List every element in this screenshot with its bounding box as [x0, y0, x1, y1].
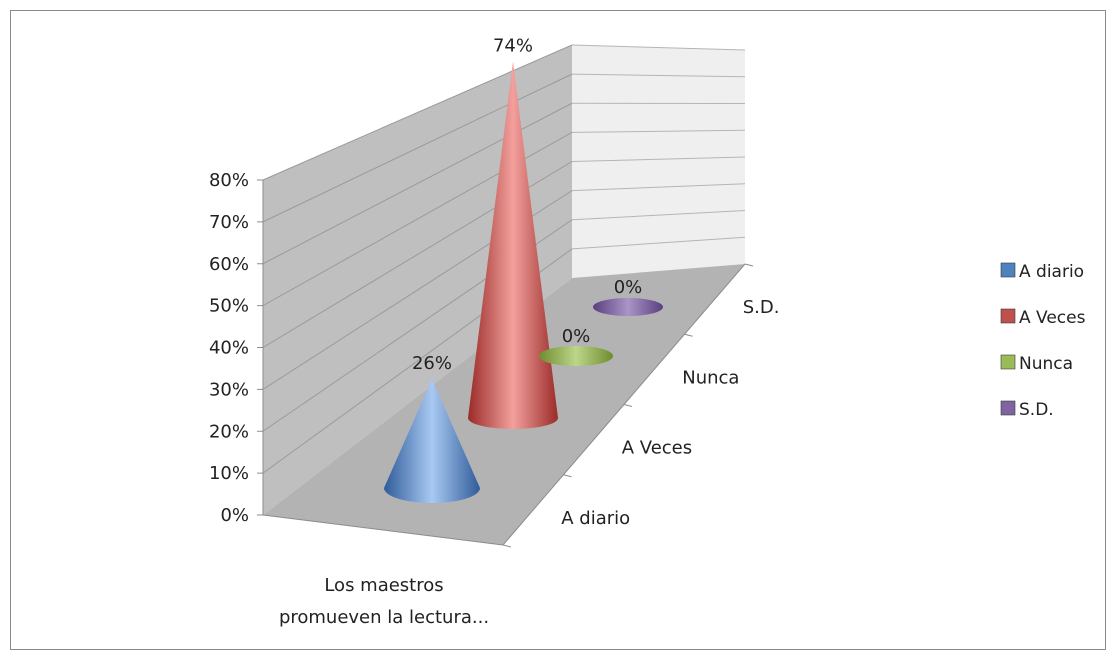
legend-label: S.D. [1019, 400, 1054, 420]
depth-axis: A diario A Veces Nunca S.D. [502, 263, 780, 548]
depth-label: S.D. [743, 297, 780, 318]
cone-a-veces [468, 61, 558, 430]
legend-label: A diario [1019, 262, 1084, 282]
cone-base-s-d- [593, 298, 663, 316]
front-edge-line [262, 514, 504, 546]
legend-swatch [1000, 308, 1016, 324]
data-labels: 26% 74% 0% 0% [412, 36, 642, 374]
data-label: 74% [493, 36, 533, 57]
y-tick-label: 0% [220, 505, 249, 526]
cone-base-nunca [539, 346, 613, 366]
depth-tick-mark [744, 263, 754, 267]
depth-tick-mark [502, 544, 512, 548]
depth-label: A Veces [622, 438, 692, 459]
depth-tick-mark [563, 474, 572, 478]
gridline-back [571, 183, 746, 192]
gridline-back [571, 236, 746, 250]
depth-tick-mark [684, 333, 693, 337]
gridline-back [571, 210, 746, 221]
gridline-back [571, 44, 746, 51]
y-tick-label: 30% [209, 379, 249, 400]
depth-label: A diario [561, 508, 630, 529]
gridline-side [262, 73, 573, 223]
side-wall [263, 45, 572, 515]
y-tick-label: 80% [209, 170, 249, 191]
legend-swatch [1000, 262, 1016, 278]
cone-a-diario [384, 379, 480, 503]
depth-tick-mark [623, 404, 633, 407]
y-tick-label: 10% [209, 463, 249, 484]
y-tick-label: 60% [209, 254, 249, 275]
legend: A diario A Veces Nunca S.D. [1000, 262, 1086, 420]
gridline-back [571, 156, 746, 162]
y-tick-label: 40% [209, 338, 249, 359]
category-label-line2: promueven la lectura... [279, 607, 489, 628]
legend-swatch [1000, 354, 1016, 370]
gridline-back [571, 129, 746, 133]
category-label-line1: Los maestros [324, 575, 443, 596]
depth-label: Nunca [682, 367, 739, 388]
cones [384, 61, 663, 503]
y-tick-label: 50% [209, 296, 249, 317]
legend-label: Nunca [1019, 354, 1073, 374]
data-label: 0% [562, 326, 591, 347]
y-tick-label: 20% [209, 421, 249, 442]
gridline-back [571, 73, 746, 78]
legend-swatch [1000, 400, 1016, 416]
y-axis-ticks: 0% 10% 20% 30% 40% 50% 60% 70% 80% [209, 170, 263, 526]
data-label: 0% [614, 277, 643, 298]
gridline-side [262, 44, 573, 181]
legend-label: A Veces [1019, 308, 1086, 328]
data-label: 26% [412, 353, 452, 374]
y-tick-label: 70% [209, 212, 249, 233]
